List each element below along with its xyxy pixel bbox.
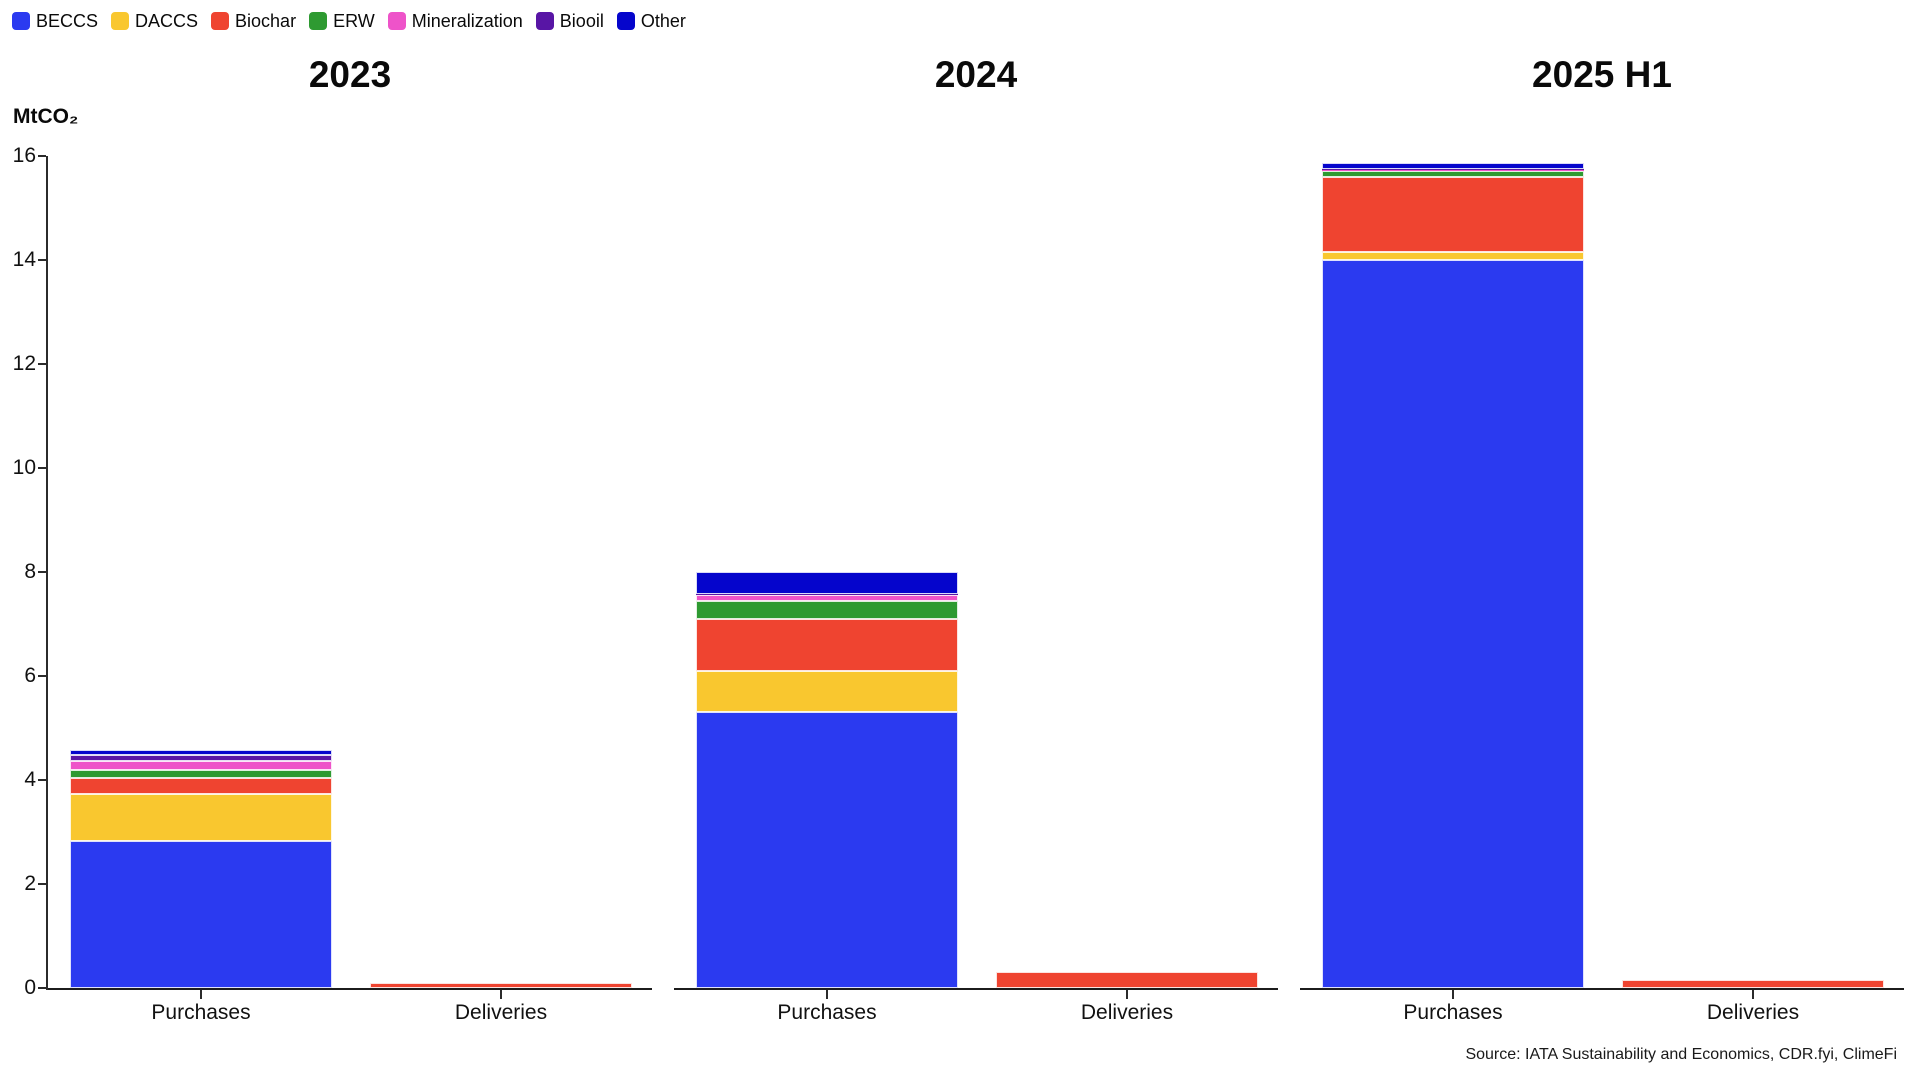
legend-label: Mineralization xyxy=(411,11,523,31)
y-tick xyxy=(38,779,46,781)
segment-daccs-2023-purchases xyxy=(70,794,332,841)
y-axis-line xyxy=(46,156,48,990)
y-tick xyxy=(38,259,46,261)
x-axis-2024 xyxy=(674,988,1278,990)
segment-biooil-2023-purchases xyxy=(70,755,332,762)
legend-item-biochar: Biochar xyxy=(211,10,296,32)
mineralization-swatch-icon xyxy=(387,12,406,30)
legend-item-daccs: DACCS xyxy=(111,10,198,32)
legend-label: ERW xyxy=(333,11,375,31)
y-tick-label: 12 xyxy=(12,352,36,375)
category-label-2024-deliveries: Deliveries xyxy=(1080,1001,1174,1024)
y-tick xyxy=(38,363,46,365)
legend-label: Biooil xyxy=(559,11,604,31)
other-swatch-icon xyxy=(616,12,635,30)
segment-biochar-2025-h1-purchases xyxy=(1322,176,1584,253)
category-label-2025-h1-purchases: Purchases xyxy=(1403,1001,1503,1024)
y-tick-label: 6 xyxy=(24,664,36,687)
category-label-2024-purchases: Purchases xyxy=(777,1001,877,1024)
segment-biooil-2025-h1-purchases xyxy=(1322,169,1584,170)
legend-item-mineralization: Mineralization xyxy=(387,10,523,32)
segment-daccs-2024-purchases xyxy=(696,670,958,713)
y-tick-label: 16 xyxy=(12,144,36,167)
legend-item-other: Other xyxy=(616,10,686,32)
legend-item-erw: ERW xyxy=(309,10,375,32)
y-tick-label: 8 xyxy=(24,560,36,583)
segment-mineralization-2023-purchases xyxy=(70,761,332,770)
erw-swatch-icon xyxy=(309,12,328,30)
x-tick-deliveries xyxy=(1752,990,1754,999)
y-axis-unit-label: MtCO₂ xyxy=(13,105,79,128)
segment-biochar-2023-deliveries xyxy=(370,982,632,988)
y-tick xyxy=(38,467,46,469)
y-tick-label: 10 xyxy=(12,456,36,479)
y-tick-label: 14 xyxy=(12,248,36,271)
biochar-swatch-icon xyxy=(211,12,230,30)
segment-other-2025-h1-purchases xyxy=(1322,163,1584,169)
segment-daccs-2025-h1-purchases xyxy=(1322,252,1584,260)
panel-title-2025-h1: 2025 H1 xyxy=(1532,54,1672,95)
x-axis-2023 xyxy=(48,988,652,990)
y-tick-label: 4 xyxy=(24,768,36,791)
segment-other-2024-purchases xyxy=(696,572,958,595)
category-label-2023-deliveries: Deliveries xyxy=(454,1001,548,1024)
segment-mineralization-2024-purchases xyxy=(696,595,958,601)
biooil-swatch-icon xyxy=(535,12,554,30)
y-tick-label: 0 xyxy=(24,976,36,999)
x-tick-deliveries xyxy=(1126,990,1128,999)
segment-beccs-2025-h1-purchases xyxy=(1322,260,1584,988)
segment-biochar-2024-deliveries xyxy=(996,972,1258,988)
x-tick-purchases xyxy=(200,990,202,999)
segment-erw-2024-purchases xyxy=(696,600,958,619)
y-tick xyxy=(38,883,46,885)
segment-biochar-2025-h1-deliveries xyxy=(1622,980,1884,988)
panel-title-2023: 2023 xyxy=(308,54,392,95)
y-tick-label: 2 xyxy=(24,872,36,895)
segment-erw-2025-h1-purchases xyxy=(1322,170,1584,177)
y-tick xyxy=(38,987,46,989)
segment-mineralization-2025-h1-purchases xyxy=(1322,169,1584,171)
source-note: Source: IATA Sustainability and Economic… xyxy=(1465,1046,1897,1063)
segment-biooil-2024-purchases xyxy=(696,594,958,596)
legend-label: Other xyxy=(640,11,686,31)
legend-item-beccs: BECCS xyxy=(12,10,98,32)
category-label-2025-h1-deliveries: Deliveries xyxy=(1706,1001,1800,1024)
legend-label: Biochar xyxy=(235,11,297,31)
y-tick xyxy=(38,155,46,157)
category-label-2023-purchases: Purchases xyxy=(151,1001,251,1024)
segment-beccs-2024-purchases xyxy=(696,712,958,988)
segment-other-2023-purchases xyxy=(70,749,332,756)
panel-title-2024: 2024 xyxy=(934,54,1018,95)
daccs-swatch-icon xyxy=(111,12,130,30)
legend-item-biooil: Biooil xyxy=(535,10,604,32)
legend: BECCS DACCS Biochar ERW Mineralization Biooil… xyxy=(12,10,699,32)
x-tick-purchases xyxy=(826,990,828,999)
x-tick-purchases xyxy=(1452,990,1454,999)
legend-label: BECCS xyxy=(36,11,99,31)
legend-label: DACCS xyxy=(135,11,199,31)
y-tick xyxy=(38,571,46,573)
y-tick xyxy=(38,675,46,677)
beccs-swatch-icon xyxy=(12,12,30,30)
segment-biochar-2023-purchases xyxy=(70,778,332,795)
segment-biochar-2024-purchases xyxy=(696,618,958,671)
x-tick-deliveries xyxy=(500,990,502,999)
segment-beccs-2023-purchases xyxy=(70,840,332,988)
x-axis-2025-h1 xyxy=(1300,988,1904,990)
segment-erw-2023-purchases xyxy=(70,769,332,779)
